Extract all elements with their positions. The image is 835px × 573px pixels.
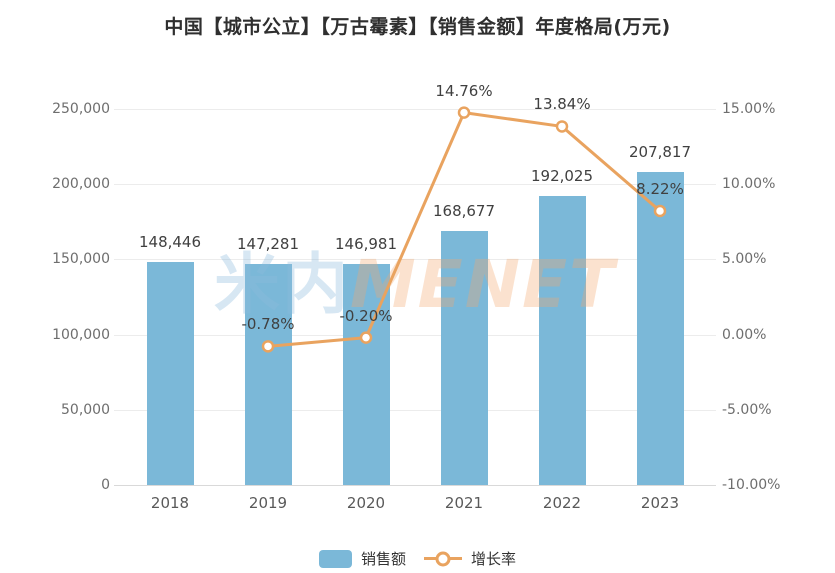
growth-marker-icon [435, 551, 451, 566]
growth-line-series [261, 106, 667, 353]
growth-rate-label-2020: -0.20% [339, 306, 393, 325]
growth-rate-label-2023: 8.22% [636, 179, 684, 198]
plot-area: 米内MENET 148,446 147,281 146,981 168,677 192,… [114, 82, 716, 486]
right-axis-tick: 5.00% [722, 251, 767, 268]
x-axis-label-2018: 2018 [150, 494, 190, 512]
left-axis-tick: 0 [101, 477, 110, 493]
growth-rate-label-2022: 13.84% [533, 95, 591, 114]
left-axis-tick: 200,000 [52, 176, 110, 193]
bar-value-label-2023: 207,817 [628, 143, 692, 162]
right-axis-tick: -10.00% [722, 477, 781, 493]
legend-item-sales[interactable]: 销售额 [318, 548, 406, 569]
legend-sales-label: 销售额 [360, 550, 406, 568]
bar-2019[interactable] [244, 263, 292, 485]
bar-value-label-2021: 168,677 [432, 202, 496, 221]
legend-item-growth[interactable]: 增长率 [424, 548, 516, 569]
x-axis-label-2021: 2021 [444, 494, 484, 512]
gridline [114, 109, 716, 110]
bar-value-label-2022: 192,025 [530, 167, 594, 186]
gridline [114, 334, 716, 336]
legend-growth-label: 增长率 [471, 550, 517, 568]
growth-rate-line [267, 111, 661, 348]
x-axis-label-2019: 2019 [248, 494, 288, 512]
growth-rate-label-2019: -0.78% [241, 315, 295, 334]
gridline [114, 409, 716, 411]
growth-marker-2021[interactable] [457, 106, 471, 119]
left-axis-tick: 100,000 [52, 326, 110, 343]
bar-value-label-2019: 147,281 [236, 234, 300, 253]
growth-rate-label-2021: 14.76% [435, 81, 493, 100]
right-axis-tick: -5.00% [722, 401, 772, 418]
right-axis-tick: 0.00% [722, 326, 767, 343]
right-axis-tick: 15.00% [722, 101, 776, 117]
growth-line-icon [424, 551, 462, 566]
gridline [114, 259, 716, 261]
x-axis-baseline [114, 485, 716, 486]
bar-value-label-2020: 146,981 [334, 234, 398, 253]
bar-value-label-2018: 148,446 [138, 232, 202, 251]
growth-marker-2022[interactable] [555, 120, 569, 133]
growth-marker-2023[interactable] [653, 204, 667, 218]
growth-marker-2019[interactable] [261, 340, 275, 353]
bar-2022[interactable] [538, 196, 586, 485]
growth-marker-2020[interactable] [359, 331, 373, 344]
right-axis-tick: 10.00% [722, 176, 776, 193]
bar-2018[interactable] [146, 261, 194, 485]
left-axis-tick: 250,000 [52, 101, 110, 117]
x-axis-label-2023: 2023 [640, 494, 680, 512]
x-axis-label-2022: 2022 [542, 494, 582, 512]
chart-title: 中国【城市公立】【万古霉素】【销售金额】年度格局(万元) [164, 16, 671, 38]
legend: 销售额 增长率 [0, 548, 835, 569]
bar-2021[interactable] [440, 231, 488, 485]
x-axis-label-2020: 2020 [346, 494, 386, 512]
left-axis-tick: 50,000 [61, 401, 110, 418]
bar-2023[interactable] [636, 172, 684, 485]
gridline [114, 184, 716, 186]
left-axis-tick: 150,000 [52, 251, 110, 268]
sales-swatch-icon [318, 549, 352, 568]
